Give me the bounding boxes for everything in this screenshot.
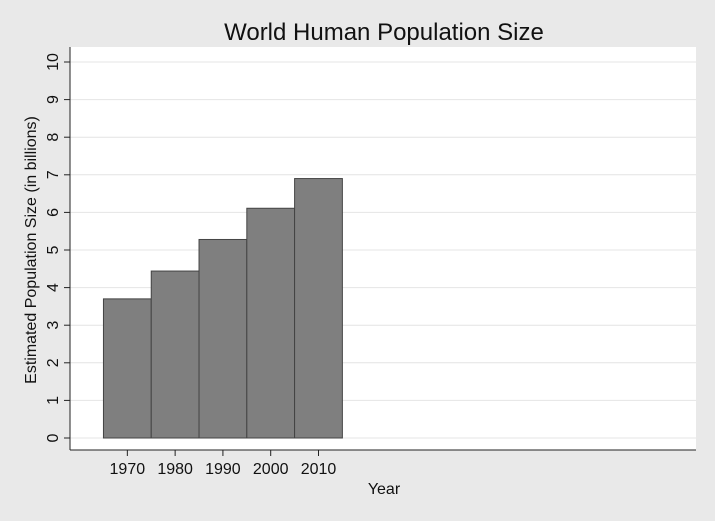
y-tick-label: 5 bbox=[45, 245, 62, 254]
x-tick-label: 2010 bbox=[301, 461, 337, 478]
y-tick-label: 2 bbox=[45, 358, 62, 367]
x-tick-label: 1990 bbox=[205, 461, 241, 478]
y-tick-label: 9 bbox=[45, 95, 62, 104]
bar-1990 bbox=[198, 238, 248, 439]
bar-2000 bbox=[246, 207, 296, 439]
y-axis-label: Estimated Population Size (in billions) bbox=[23, 116, 40, 384]
bar-1980 bbox=[150, 270, 200, 439]
x-tick-label: 2000 bbox=[253, 461, 289, 478]
chart-title: World Human Population Size bbox=[224, 19, 544, 46]
x-tick-label: 1970 bbox=[110, 461, 146, 478]
x-axis-label: Year bbox=[368, 481, 401, 498]
x-tick-label: 1980 bbox=[157, 461, 193, 478]
y-ticks: 0 1 2 3 4 5 6 7 8 9 10 bbox=[45, 53, 70, 442]
bar-2010 bbox=[294, 178, 343, 439]
y-tick-label: 0 bbox=[45, 433, 62, 442]
y-tick-label: 8 bbox=[45, 133, 62, 142]
y-tick-label: 3 bbox=[45, 321, 62, 330]
bars bbox=[102, 178, 343, 439]
y-tick-label: 4 bbox=[45, 283, 62, 292]
y-tick-label: 6 bbox=[45, 208, 62, 217]
bar-1970 bbox=[102, 298, 152, 439]
x-ticks: 1970 1980 1990 2000 2010 bbox=[110, 450, 337, 478]
axes bbox=[69, 47, 696, 451]
y-tick-label: 1 bbox=[45, 396, 62, 405]
y-tick-label: 7 bbox=[45, 170, 62, 179]
y-tick-label: 10 bbox=[45, 53, 62, 71]
